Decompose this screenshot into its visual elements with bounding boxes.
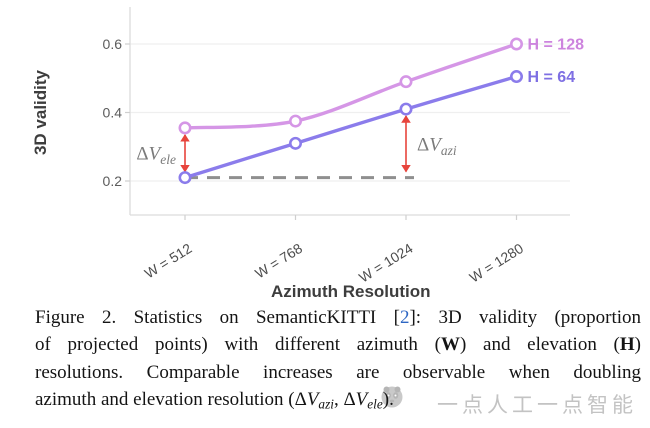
data-point: [509, 70, 523, 84]
data-point: [288, 114, 302, 128]
caption-segment: azi: [318, 396, 334, 412]
data-point: [509, 37, 523, 51]
citation-link[interactable]: 2: [399, 307, 410, 328]
caption-segment: resolutions. Comparable increases are ob…: [35, 361, 641, 383]
validity-line-chart: 0.2 0.4 0.6 W = 512 W = 768 W = 1024 W = 1280 Δ…: [31, 7, 585, 300]
data-point: [178, 121, 192, 135]
y-tick-label: 0.6: [103, 36, 123, 52]
x-tick-label: W = 1280: [466, 240, 526, 286]
y-tick-label: 0.4: [103, 104, 123, 120]
caption-segment: , Δ: [333, 388, 356, 410]
watermark-panda-logo: [381, 386, 403, 408]
caption-segment: V: [355, 388, 368, 410]
y-axis-title: 3D validity: [31, 69, 50, 155]
caption-segment: W: [440, 334, 460, 356]
caption-segment: ele: [367, 396, 383, 412]
y-tick-label: 0.2: [103, 173, 123, 189]
caption-line: azimuth and elevation resolution (ΔVazi,…: [35, 386, 641, 418]
caption-line: of projected points) with different azim…: [35, 331, 641, 358]
data-point: [399, 75, 413, 89]
caption-segment: Figure 2. Statistics on SemanticKITTI [: [35, 307, 400, 328]
caption-segment: ).: [382, 388, 394, 410]
caption-segment: H: [619, 334, 635, 356]
caption-segment: azimuth and elevation resolution (Δ: [35, 388, 307, 410]
series-label: H = 64: [528, 69, 576, 86]
caption-segment: of projected points) with different azim…: [35, 334, 441, 356]
caption-segment: V: [306, 388, 319, 410]
x-axis-title: Azimuth Resolution: [271, 282, 431, 300]
data-point: [178, 171, 192, 185]
series-line-h64: [183, 74, 519, 180]
annotation-label-ele: ΔVele: [136, 144, 176, 168]
x-tick-label: W = 512: [142, 240, 195, 282]
data-point: [399, 102, 413, 116]
series-label: H = 128: [528, 37, 585, 54]
caption-line: Figure 2. Statistics on SemanticKITTI [2…: [35, 304, 641, 331]
data-point: [288, 136, 302, 150]
caption-segment: ): [634, 334, 641, 356]
x-tick-label: W = 1024: [356, 240, 416, 286]
figure-caption: Figure 2. Statistics on SemanticKITTI [2…: [35, 304, 641, 418]
series-line-h128: [183, 42, 519, 130]
watermark-text: 一点人工一点智能: [437, 394, 637, 417]
caption-line: resolutions. Comparable increases are ob…: [35, 359, 641, 386]
caption-segment: ]: 3D validity (proportion: [409, 307, 642, 328]
annotation-label-azi: ΔVazi: [417, 134, 457, 158]
caption-segment: ) and elevation (: [459, 334, 620, 356]
x-tick-label: W = 768: [252, 240, 305, 282]
